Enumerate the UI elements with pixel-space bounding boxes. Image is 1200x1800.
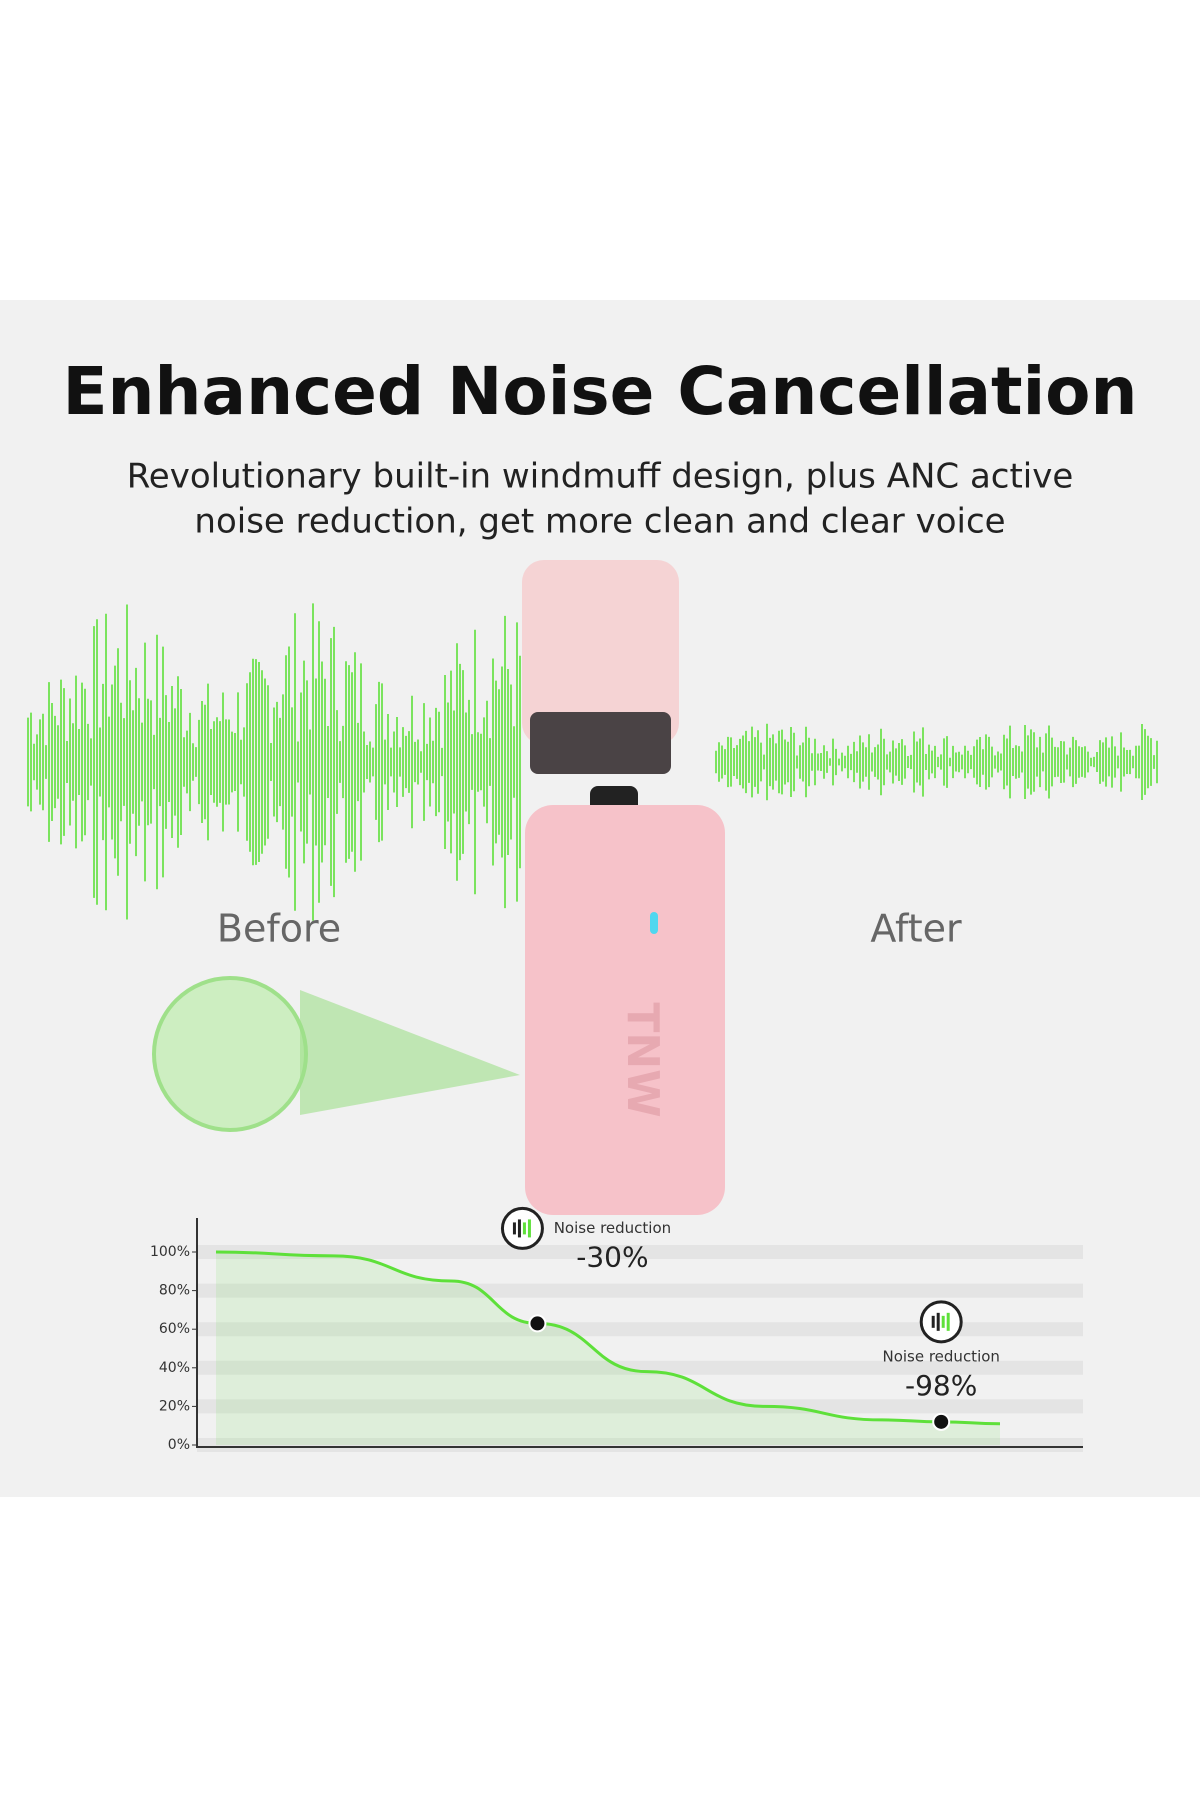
y-tick-label: 40% — [159, 1360, 190, 1376]
marker — [932, 1412, 951, 1431]
label-before: Before — [217, 907, 341, 951]
y-tick-label: 100% — [150, 1244, 190, 1260]
subtitle: noise reduction, get more clean and clea… — [194, 502, 1005, 542]
marker — [528, 1314, 547, 1333]
line — [215, 1250, 1001, 1426]
svg-text:TNW: TNW — [617, 1002, 668, 1117]
y-tick-label: 80% — [159, 1283, 190, 1299]
area — [216, 1252, 1000, 1445]
annotation-value: -98% — [905, 1369, 977, 1402]
annotation-title: Noise reduction — [882, 1347, 999, 1365]
waveforms — [27, 603, 1158, 921]
icon — [500, 1206, 544, 1250]
annotation-value: -30% — [576, 1240, 648, 1273]
waveform — [27, 603, 1158, 921]
y-tick-label: 20% — [159, 1398, 190, 1414]
axes — [196, 1218, 1083, 1448]
title: Enhanced Noise Cancellation — [62, 353, 1137, 430]
icon — [919, 1300, 963, 1344]
microphone: TNW — [152, 560, 725, 1215]
y-tick-label: 0% — [168, 1437, 190, 1453]
y-tick-label: 60% — [159, 1321, 190, 1337]
annotation-title: Noise reduction — [554, 1219, 671, 1237]
chart: 0% 20% 40% 60% 80% 100% Noise reduction -30% Noi… — [150, 1206, 1083, 1453]
subtitle: Revolutionary built-in windmuff design, … — [127, 457, 1074, 497]
label-after: After — [870, 907, 962, 951]
